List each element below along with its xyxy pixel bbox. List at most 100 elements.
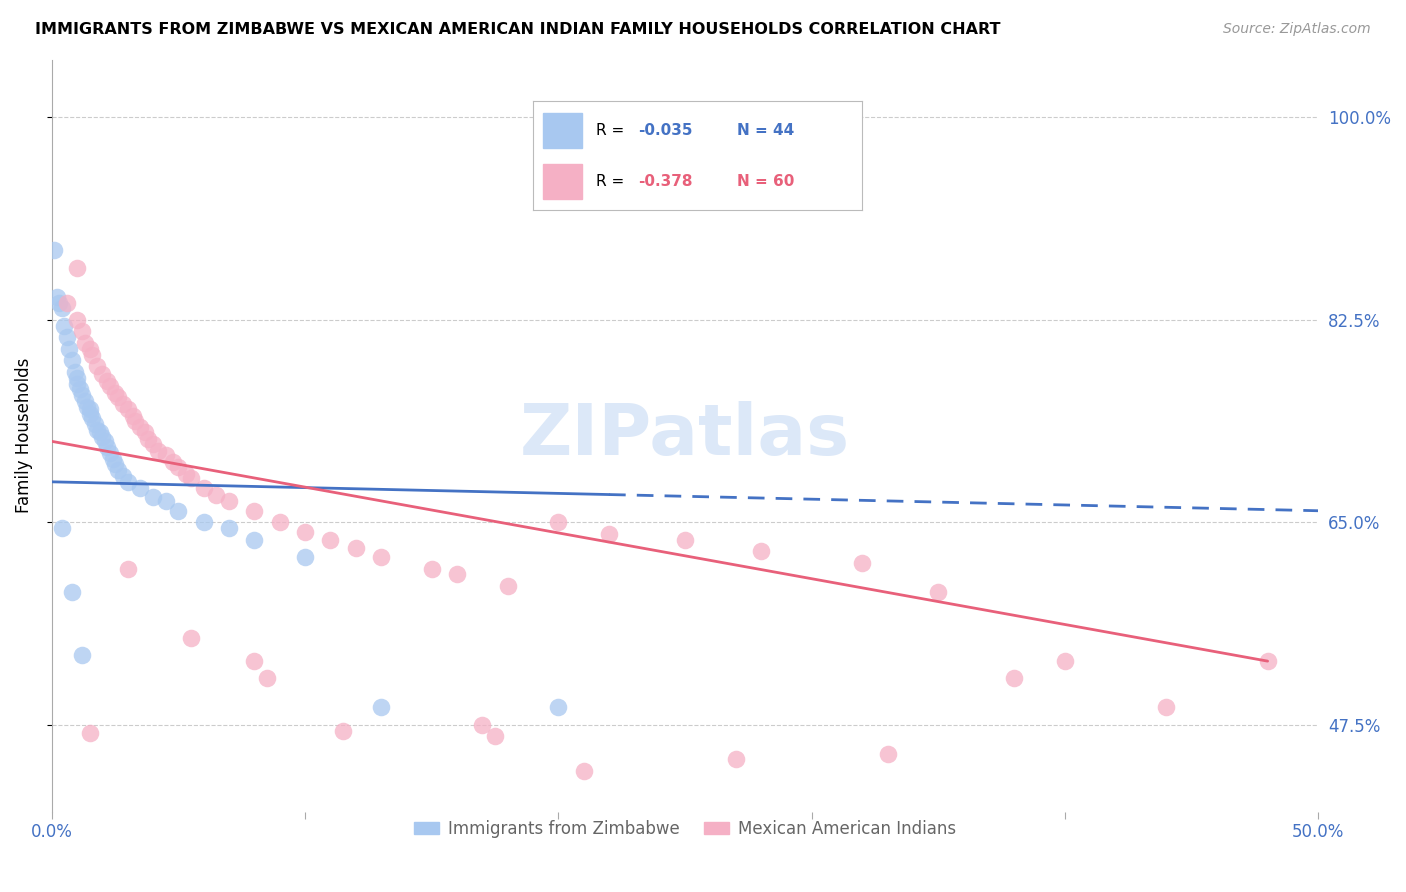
Point [104, 458, 127, 472]
Point [256, 672, 278, 686]
Point [851, 556, 873, 570]
Point [94, 434, 117, 449]
Point [44, 244, 66, 258]
Point [129, 420, 152, 434]
Point [51, 301, 73, 316]
Point [69, 382, 91, 396]
Point [56, 330, 79, 344]
Point [332, 723, 354, 738]
Point [749, 544, 772, 558]
Point [243, 533, 266, 547]
Point [117, 401, 139, 416]
Point [98, 446, 121, 460]
Point [370, 700, 392, 714]
Point [63, 365, 86, 379]
Point [79, 407, 101, 421]
Point [96, 374, 118, 388]
Point [155, 448, 177, 462]
Point [1257, 654, 1279, 668]
Point [1156, 700, 1178, 714]
Point [107, 463, 129, 477]
Point [66, 313, 89, 327]
Point [107, 390, 129, 404]
Point [117, 561, 139, 575]
Point [82, 348, 104, 362]
Point [66, 370, 89, 384]
Point [96, 440, 118, 454]
Point [86, 423, 108, 437]
Point [89, 425, 111, 439]
Point [193, 481, 215, 495]
Point [111, 397, 134, 411]
Point [471, 718, 494, 732]
Point [180, 471, 202, 485]
Point [70, 325, 93, 339]
Point [121, 409, 143, 423]
Point [79, 401, 101, 416]
Point [73, 336, 96, 351]
Point [70, 648, 93, 663]
Point [142, 490, 165, 504]
Point [673, 533, 696, 547]
Point [79, 342, 101, 356]
Point [91, 430, 114, 444]
Point [51, 521, 73, 535]
Point [146, 443, 169, 458]
Point [927, 584, 949, 599]
Point [83, 417, 105, 431]
Point [53, 318, 76, 333]
Point [98, 379, 121, 393]
Point [420, 561, 443, 575]
Point [82, 411, 104, 425]
Point [218, 521, 240, 535]
Point [45, 290, 67, 304]
Point [136, 432, 159, 446]
Point [48, 295, 70, 310]
Point [86, 359, 108, 373]
Point [91, 368, 114, 382]
Point [79, 726, 101, 740]
Point [319, 533, 342, 547]
Point [66, 260, 89, 275]
Point [45, 851, 67, 865]
Point [174, 467, 197, 481]
Point [205, 487, 228, 501]
Point [344, 541, 367, 555]
Point [724, 752, 747, 766]
Point [446, 567, 468, 582]
Text: Source: ZipAtlas.com: Source: ZipAtlas.com [1223, 22, 1371, 37]
Point [484, 729, 506, 743]
Point [66, 376, 89, 391]
Point [162, 455, 184, 469]
Point [134, 425, 156, 439]
Point [73, 393, 96, 408]
Y-axis label: Family Households: Family Households [15, 358, 32, 513]
Point [111, 469, 134, 483]
Point [547, 700, 569, 714]
Point [104, 385, 127, 400]
Point [124, 413, 146, 427]
Point [269, 516, 291, 530]
Point [58, 342, 80, 356]
Point [117, 475, 139, 489]
Point [294, 549, 316, 564]
Point [180, 631, 202, 645]
Point [76, 400, 98, 414]
Point [155, 494, 177, 508]
Text: ZIPatlas: ZIPatlas [520, 401, 851, 470]
Point [60, 353, 83, 368]
Point [496, 579, 519, 593]
Point [56, 295, 79, 310]
Point [218, 494, 240, 508]
Point [572, 764, 595, 778]
Point [598, 527, 620, 541]
Point [294, 524, 316, 539]
Point [167, 459, 190, 474]
Point [243, 504, 266, 518]
Point [243, 654, 266, 668]
Point [60, 584, 83, 599]
Legend: Immigrants from Zimbabwe, Mexican American Indians: Immigrants from Zimbabwe, Mexican Americ… [408, 814, 963, 845]
Point [370, 549, 392, 564]
Point [1002, 672, 1025, 686]
Point [70, 388, 93, 402]
